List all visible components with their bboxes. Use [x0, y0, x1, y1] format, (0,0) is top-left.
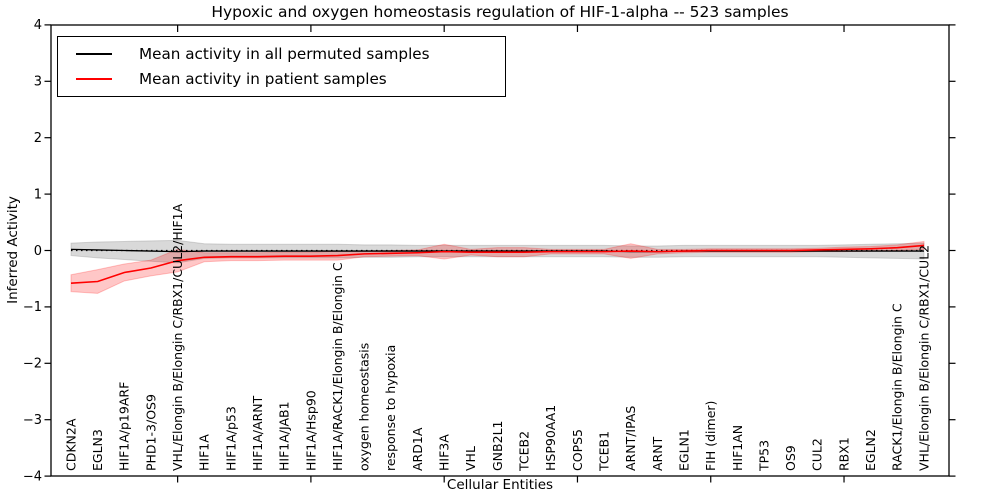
x-tick-label: HIF1A/RACK1/Elongin B/Elongin C	[330, 262, 345, 471]
x-tick-label: EGLN1	[676, 429, 691, 471]
x-tick-label: HIF1A/ARNT	[250, 395, 265, 471]
legend-entry-permuted: Mean activity in all permuted samples	[76, 45, 505, 63]
x-tick-label: EGLN3	[90, 429, 105, 471]
x-tick-label: VHL/Elongin B/Elongin C/RBX1/CUL2	[916, 245, 931, 471]
x-tick-label: RACK1/Elongin B/Elongin C	[890, 303, 905, 471]
x-tick-label: ARNT/IPAS	[623, 406, 638, 471]
svg-text:2: 2	[34, 131, 42, 146]
legend-label-permuted: Mean activity in all permuted samples	[139, 44, 430, 63]
svg-text:−4: −4	[23, 469, 42, 484]
svg-text:3: 3	[34, 75, 42, 90]
x-tick-label: TP53	[756, 440, 771, 472]
x-axis-label: Cellular Entities	[446, 477, 554, 493]
x-tick-label: HIF1A/p19ARF	[117, 382, 132, 471]
svg-text:4: 4	[34, 18, 42, 33]
x-tick-label: HIF1A	[197, 434, 212, 471]
x-tick-label: HSP90AA1	[543, 405, 558, 471]
x-tick-label: VHL	[463, 446, 478, 471]
x-tick-label: RBX1	[836, 437, 851, 471]
x-tick-label: response to hypoxia	[383, 345, 398, 471]
legend: Mean activity in all permuted samples Me…	[57, 36, 506, 97]
legend-label-patient: Mean activity in patient samples	[139, 70, 387, 89]
permuted-line-icon	[76, 52, 112, 55]
x-tick-label: OS9	[783, 445, 798, 471]
svg-text:−3: −3	[23, 413, 42, 428]
x-tick-label: HIF1A/Hsp90	[303, 390, 318, 471]
x-tick-label: HIF1A/JAB1	[277, 401, 292, 471]
x-tick-label: TCEB1	[596, 431, 611, 472]
x-tick-label: PHD1-3/OS9	[143, 394, 158, 471]
x-tick-label: TCEB2	[517, 431, 532, 472]
x-tick-label: EGLN2	[863, 429, 878, 471]
legend-entry-patient: Mean activity in patient samples	[76, 70, 505, 88]
svg-text:1: 1	[34, 187, 42, 202]
x-tick-label: HIF3A	[437, 434, 452, 471]
x-tick-label: ARNT	[650, 436, 665, 471]
svg-text:−1: −1	[23, 300, 42, 315]
x-tick-label: VHL/Elongin B/Elongin C/RBX1/CUL2/HIF1A	[170, 203, 185, 471]
x-tick-label: COPS5	[570, 429, 585, 471]
x-tick-label: GNB2L1	[490, 421, 505, 471]
x-tick-label: HIF1AN	[730, 425, 745, 471]
x-tick-label: HIF1A/p53	[223, 406, 238, 471]
x-tick-label: CDKN2A	[63, 418, 78, 471]
x-tick-label: CUL2	[810, 438, 825, 471]
x-tick-label: ARD1A	[410, 427, 425, 471]
x-tick-label: oxygen homeostasis	[357, 343, 372, 471]
patient-line-icon	[76, 78, 112, 81]
svg-text:0: 0	[34, 244, 42, 259]
chart-title: Hypoxic and oxygen homeostasis regulatio…	[211, 3, 789, 21]
x-tick-label: FIH (dimer)	[703, 401, 718, 471]
svg-text:−2: −2	[23, 357, 42, 372]
